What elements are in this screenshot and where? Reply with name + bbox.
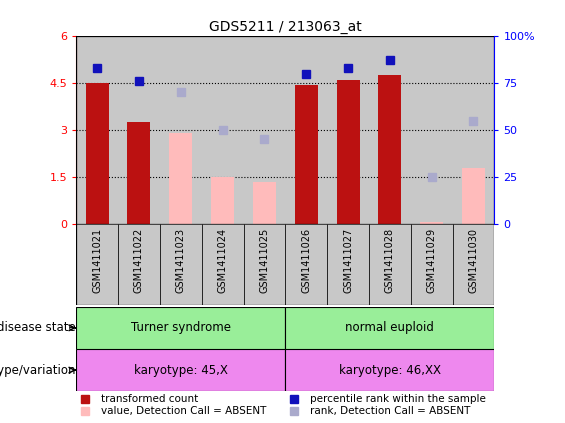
Text: disease state: disease state [0, 321, 76, 334]
Text: rank, Detection Call = ABSENT: rank, Detection Call = ABSENT [310, 406, 471, 416]
Bar [170, 133, 192, 224]
Bar [327, 36, 369, 224]
Text: GSM1411028: GSM1411028 [385, 228, 395, 293]
Bar [202, 224, 244, 305]
Text: GSM1411029: GSM1411029 [427, 228, 437, 293]
Bar [369, 224, 411, 305]
Text: transformed count: transformed count [101, 393, 199, 404]
Bar [76, 224, 118, 305]
Text: GSM1411024: GSM1411024 [218, 228, 228, 293]
Text: GSM1411030: GSM1411030 [468, 228, 479, 293]
Bar [253, 182, 276, 224]
Bar [462, 168, 485, 224]
Text: genotype/variation: genotype/variation [0, 364, 76, 376]
Bar [118, 36, 160, 224]
Bar [202, 36, 244, 224]
Text: GSM1411023: GSM1411023 [176, 228, 186, 293]
Bar [327, 224, 369, 305]
Bar [76, 36, 118, 224]
Bar [244, 36, 285, 224]
Bar [76, 307, 285, 349]
Text: GSM1411021: GSM1411021 [92, 228, 102, 293]
Bar [379, 75, 401, 224]
Bar [118, 224, 160, 305]
Text: Turner syndrome: Turner syndrome [131, 321, 231, 334]
Bar [411, 36, 453, 224]
Text: GSM1411026: GSM1411026 [301, 228, 311, 293]
Bar [295, 85, 318, 224]
Text: GSM1411027: GSM1411027 [343, 228, 353, 294]
Bar [211, 177, 234, 224]
Bar [337, 80, 359, 224]
Text: karyotype: 45,X: karyotype: 45,X [134, 364, 228, 376]
Text: value, Detection Call = ABSENT: value, Detection Call = ABSENT [101, 406, 267, 416]
Title: GDS5211 / 213063_at: GDS5211 / 213063_at [209, 19, 362, 33]
Bar [285, 349, 494, 391]
Bar [160, 36, 202, 224]
Bar [160, 224, 202, 305]
Bar [369, 36, 411, 224]
Text: karyotype: 46,XX: karyotype: 46,XX [339, 364, 441, 376]
Bar [285, 36, 327, 224]
Text: normal euploid: normal euploid [345, 321, 434, 334]
Bar [128, 122, 150, 224]
Bar [453, 36, 494, 224]
Bar [76, 349, 285, 391]
Bar [244, 224, 285, 305]
Bar [411, 224, 453, 305]
Text: GSM1411025: GSM1411025 [259, 228, 270, 294]
Bar [285, 224, 327, 305]
Bar [86, 83, 108, 224]
Bar [453, 224, 494, 305]
Bar [285, 307, 494, 349]
Text: percentile rank within the sample: percentile rank within the sample [310, 393, 486, 404]
Bar [420, 222, 443, 224]
Text: GSM1411022: GSM1411022 [134, 228, 144, 294]
